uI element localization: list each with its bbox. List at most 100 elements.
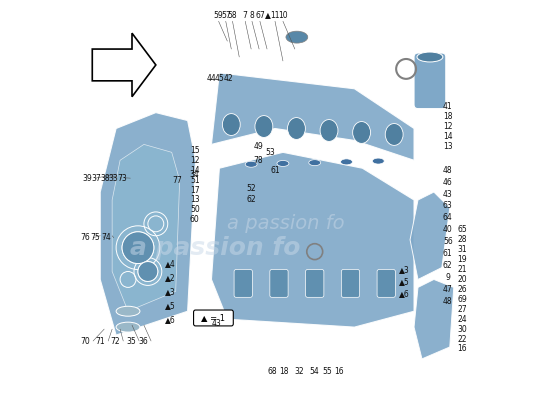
FancyBboxPatch shape	[306, 270, 324, 297]
Text: 56: 56	[443, 237, 453, 246]
FancyBboxPatch shape	[342, 270, 360, 297]
Polygon shape	[92, 33, 156, 97]
Text: 33: 33	[109, 174, 119, 183]
Ellipse shape	[320, 120, 338, 142]
Text: 21: 21	[458, 265, 468, 274]
Text: 18: 18	[279, 367, 289, 376]
Text: 75: 75	[91, 233, 100, 242]
Text: 8: 8	[250, 11, 254, 20]
Text: 63: 63	[443, 202, 453, 210]
Text: 69: 69	[458, 295, 468, 304]
Text: 77: 77	[173, 176, 183, 185]
Text: 22: 22	[458, 334, 468, 344]
Text: 48: 48	[443, 166, 453, 175]
Ellipse shape	[309, 160, 321, 166]
FancyBboxPatch shape	[414, 53, 446, 109]
Text: 11: 11	[270, 11, 280, 20]
Text: 70: 70	[80, 336, 90, 346]
Text: 47: 47	[443, 285, 453, 294]
Text: 16: 16	[458, 344, 468, 354]
Text: 28: 28	[458, 235, 468, 244]
FancyBboxPatch shape	[270, 270, 288, 297]
Polygon shape	[211, 73, 414, 160]
Text: 34: 34	[190, 170, 200, 179]
Text: 73: 73	[118, 174, 128, 183]
Text: ▲5: ▲5	[165, 301, 176, 310]
Ellipse shape	[340, 159, 353, 165]
Polygon shape	[414, 280, 454, 359]
Text: 15: 15	[190, 146, 200, 155]
Text: 43: 43	[443, 190, 453, 198]
Text: 36: 36	[138, 336, 148, 346]
Text: 46: 46	[443, 178, 453, 187]
Ellipse shape	[385, 124, 403, 145]
Text: 30: 30	[458, 324, 468, 334]
Ellipse shape	[116, 322, 140, 332]
Ellipse shape	[255, 116, 273, 138]
Text: 76: 76	[80, 233, 90, 242]
FancyBboxPatch shape	[234, 270, 252, 297]
Text: 71: 71	[95, 336, 105, 346]
FancyBboxPatch shape	[194, 310, 233, 326]
Ellipse shape	[222, 114, 240, 136]
Ellipse shape	[116, 306, 140, 316]
Text: 10: 10	[278, 11, 288, 20]
Ellipse shape	[372, 158, 384, 164]
Text: 68: 68	[267, 367, 277, 376]
Text: 27: 27	[458, 305, 468, 314]
Ellipse shape	[417, 52, 443, 62]
Ellipse shape	[353, 122, 371, 143]
Text: 60: 60	[190, 215, 200, 224]
Text: 58: 58	[228, 11, 237, 20]
Text: 31: 31	[458, 245, 468, 254]
Circle shape	[122, 232, 154, 264]
Text: 44: 44	[207, 74, 216, 83]
Text: 17: 17	[190, 186, 200, 194]
Text: 37: 37	[91, 174, 101, 183]
Text: 14: 14	[190, 166, 200, 175]
Text: 61: 61	[443, 249, 453, 258]
Text: ▲6: ▲6	[399, 289, 409, 298]
Text: 16: 16	[334, 367, 344, 376]
Text: ▲ = 1: ▲ = 1	[201, 314, 225, 322]
Ellipse shape	[288, 118, 305, 140]
Circle shape	[138, 262, 158, 282]
Text: 57: 57	[221, 11, 230, 20]
Text: 32: 32	[295, 367, 305, 376]
Text: 13: 13	[190, 196, 200, 204]
Text: 48: 48	[443, 297, 453, 306]
Text: 7: 7	[243, 11, 248, 20]
Text: 78: 78	[254, 156, 263, 165]
Text: 38: 38	[100, 174, 110, 183]
Polygon shape	[100, 113, 196, 335]
Text: 74: 74	[101, 233, 111, 242]
Text: 41: 41	[443, 102, 453, 111]
Text: 9: 9	[446, 273, 450, 282]
Text: 45: 45	[214, 74, 224, 83]
Text: ▲: ▲	[265, 11, 271, 20]
Text: 62: 62	[246, 196, 256, 204]
Text: 52: 52	[246, 184, 256, 192]
Ellipse shape	[277, 160, 289, 166]
Text: ▲6: ▲6	[165, 315, 176, 324]
Text: 62: 62	[443, 261, 453, 270]
Text: 35: 35	[126, 336, 136, 346]
Text: 42: 42	[223, 74, 233, 83]
Text: 40: 40	[443, 225, 453, 234]
Text: 72: 72	[111, 336, 120, 346]
Text: 64: 64	[443, 213, 453, 222]
Text: 39: 39	[82, 174, 92, 183]
Text: ▲4: ▲4	[165, 259, 176, 268]
Text: 24: 24	[458, 315, 468, 324]
Text: 13: 13	[443, 142, 453, 151]
Text: 51: 51	[190, 176, 200, 185]
Text: ▲3: ▲3	[399, 265, 409, 274]
Text: 14: 14	[443, 132, 453, 141]
Text: 67: 67	[255, 11, 265, 20]
Ellipse shape	[245, 161, 257, 167]
Text: 18: 18	[443, 112, 453, 121]
Polygon shape	[211, 152, 414, 327]
Text: 12: 12	[190, 156, 200, 165]
Text: 43: 43	[211, 319, 221, 328]
Text: 54: 54	[310, 367, 320, 376]
